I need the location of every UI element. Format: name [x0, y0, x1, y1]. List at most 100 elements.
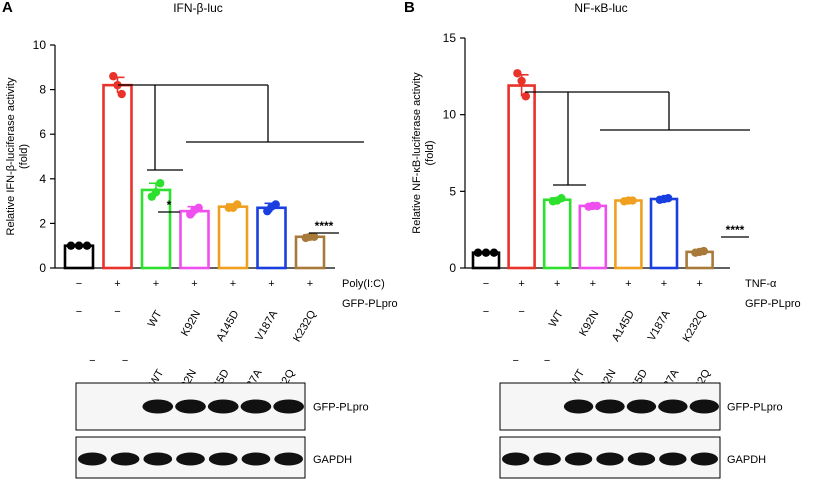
chart-panel-a: A IFN-β-luc 0 2 4 6 8 10 Relative IFN-β-lucifera…	[2, 0, 398, 479]
condition-label: +	[661, 278, 667, 290]
blot-band-gapdh	[659, 452, 687, 466]
condition-label: −	[76, 306, 82, 318]
data-point	[109, 72, 118, 81]
data-point	[190, 205, 199, 215]
blot-lane-label: −	[89, 355, 95, 367]
condition-label: +	[191, 278, 197, 290]
condition-label: +	[696, 278, 702, 290]
data-point	[473, 248, 483, 257]
condition-label: V187A	[253, 308, 280, 343]
condition-label: −	[518, 306, 524, 318]
blot-band-label: GAPDH	[727, 454, 766, 466]
data-point	[117, 89, 126, 99]
bar-a145d	[614, 199, 643, 270]
y-tick-label: 15	[443, 31, 457, 45]
blot-band-gfp	[175, 399, 206, 414]
blot-band-gapdh	[110, 452, 140, 466]
blot-band-gfp	[240, 399, 272, 414]
condition-label: K232Q	[291, 308, 319, 344]
data-point	[553, 196, 562, 205]
blot-band-gapdh	[596, 452, 624, 466]
data-point	[624, 196, 633, 205]
blot-lane-label: −	[544, 355, 550, 367]
y-axis-label: Relative IFN-β-luciferase activity(fold)	[5, 77, 30, 235]
bar-k232q	[294, 235, 326, 270]
data-point	[113, 80, 122, 90]
data-point	[66, 241, 76, 250]
y-tick-label: 10	[443, 108, 457, 122]
bar-v187a	[256, 206, 287, 270]
blot-band-gapdh	[564, 452, 593, 466]
y-axis-label: Relative NF-κB-luciferase activity(fold)	[411, 72, 436, 234]
data-point	[305, 232, 315, 241]
blot-band-gapdh	[274, 452, 303, 466]
y-tick-label: 4	[39, 172, 46, 186]
blot-band-gapdh	[78, 452, 107, 466]
condition-label: −	[114, 306, 120, 318]
condition-label: A145D	[214, 308, 241, 343]
y-tick-label: 8	[39, 83, 46, 97]
blot-lane-label: −	[122, 355, 128, 367]
blot-band-gfp	[658, 399, 688, 414]
condition-label: WT	[146, 308, 165, 329]
condition-label: K232Q	[681, 308, 709, 344]
y-axis-label-line-1: Relative NF-κB-luciferase activity	[411, 72, 423, 234]
blot-band-gapdh	[627, 452, 656, 466]
data-point	[695, 247, 704, 257]
bar-a145d	[217, 205, 249, 270]
bar-vector	[102, 83, 133, 270]
chart-title: IFN-β-luc	[173, 1, 223, 15]
bar-v187a	[649, 197, 679, 270]
blot-band-gapdh	[502, 452, 530, 466]
condition-label: V187A	[646, 308, 673, 343]
blot-band-gfp	[595, 399, 625, 414]
data-point	[513, 69, 522, 78]
blot-band-gapdh	[143, 452, 173, 466]
data-point	[156, 179, 165, 188]
data-point	[517, 76, 526, 86]
condition-label: +	[518, 278, 524, 290]
condition-label: +	[554, 278, 560, 290]
condition-label: +	[153, 278, 159, 290]
blot-band-label: GFP-PLpro	[727, 402, 783, 414]
condition-row-label: GFP-PLpro	[745, 298, 801, 310]
bar-k92n	[578, 204, 608, 270]
y-axis-label-line-2: (fold)	[18, 144, 30, 169]
data-point	[481, 248, 491, 257]
blot-band-gapdh	[533, 452, 561, 466]
data-point	[228, 203, 238, 212]
data-point	[82, 241, 92, 250]
significance-label: *	[167, 198, 172, 212]
blot-band-gapdh	[690, 452, 718, 466]
blot-band-gfp	[563, 399, 594, 414]
condition-row-label: GFP-PLpro	[342, 298, 398, 310]
data-point	[74, 241, 84, 250]
condition-row-label: TNF-α	[745, 278, 777, 290]
condition-label: +	[230, 278, 236, 290]
blot-band-label: GFP-PLpro	[313, 402, 369, 414]
chart-title: NF-κB-luc	[574, 1, 627, 15]
blot-band-gapdh	[241, 452, 271, 466]
bar-wt	[542, 198, 572, 270]
data-point	[267, 202, 276, 211]
condition-label: +	[268, 278, 274, 290]
y-tick-label: 0	[449, 261, 456, 275]
condition-label: +	[625, 278, 631, 290]
data-point	[588, 201, 597, 211]
condition-row-label: Poly(I:C)	[342, 278, 385, 290]
blot-band-gfp	[689, 399, 719, 414]
blot-band-label: GAPDH	[313, 454, 352, 466]
condition-label: +	[114, 278, 120, 290]
blot-band-gapdh	[176, 452, 205, 466]
condition-label: A145D	[610, 308, 637, 343]
y-axis-label-line-2: (fold)	[424, 140, 436, 165]
panel-letter: B	[404, 0, 415, 16]
blot-band-gfp	[626, 399, 657, 414]
condition-label: −	[483, 278, 489, 290]
condition-label: +	[590, 278, 596, 290]
blot-band-gapdh	[208, 452, 238, 466]
data-point	[151, 187, 161, 197]
blot-band-gfp	[142, 399, 174, 414]
condition-label: K92N	[577, 308, 601, 338]
